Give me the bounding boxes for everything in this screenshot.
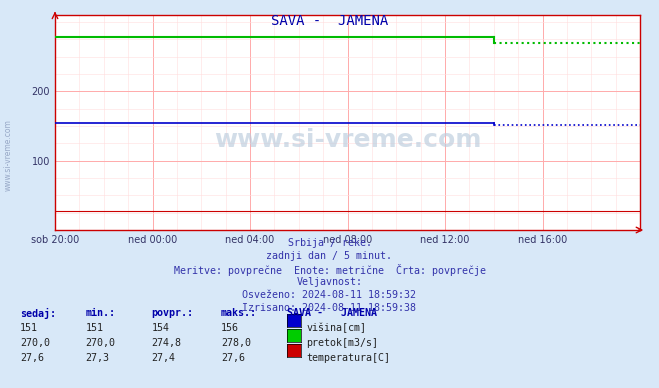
Text: min.:: min.: xyxy=(86,308,116,318)
Text: 27,6: 27,6 xyxy=(221,353,244,363)
Text: sedaj:: sedaj: xyxy=(20,308,56,319)
Text: 156: 156 xyxy=(221,323,239,333)
Text: 27,6: 27,6 xyxy=(20,353,43,363)
Text: 274,8: 274,8 xyxy=(152,338,182,348)
Text: Veljavnost:: Veljavnost: xyxy=(297,277,362,287)
Text: pretok[m3/s]: pretok[m3/s] xyxy=(306,338,378,348)
Text: 154: 154 xyxy=(152,323,169,333)
Text: temperatura[C]: temperatura[C] xyxy=(306,353,390,363)
Text: 27,4: 27,4 xyxy=(152,353,175,363)
Text: 278,0: 278,0 xyxy=(221,338,251,348)
Text: 151: 151 xyxy=(20,323,38,333)
Text: Srbija / reke.: Srbija / reke. xyxy=(287,238,372,248)
Text: Izrisano: 2024-08-11 18:59:38: Izrisano: 2024-08-11 18:59:38 xyxy=(243,303,416,313)
Text: Osveženo: 2024-08-11 18:59:32: Osveženo: 2024-08-11 18:59:32 xyxy=(243,290,416,300)
Text: Meritve: povprečne  Enote: metrične  Črta: povprečje: Meritve: povprečne Enote: metrične Črta:… xyxy=(173,264,486,276)
Text: maks.:: maks.: xyxy=(221,308,257,318)
Text: višina[cm]: višina[cm] xyxy=(306,323,366,333)
Text: 270,0: 270,0 xyxy=(86,338,116,348)
Text: 151: 151 xyxy=(86,323,103,333)
Text: SAVA -  JAMENA: SAVA - JAMENA xyxy=(271,14,388,28)
Text: 27,3: 27,3 xyxy=(86,353,109,363)
Text: povpr.:: povpr.: xyxy=(152,308,194,318)
Text: 270,0: 270,0 xyxy=(20,338,50,348)
Text: www.si-vreme.com: www.si-vreme.com xyxy=(3,119,13,191)
Text: zadnji dan / 5 minut.: zadnji dan / 5 minut. xyxy=(266,251,393,261)
Text: www.si-vreme.com: www.si-vreme.com xyxy=(214,128,481,152)
Text: SAVA -   JAMENA: SAVA - JAMENA xyxy=(287,308,377,318)
